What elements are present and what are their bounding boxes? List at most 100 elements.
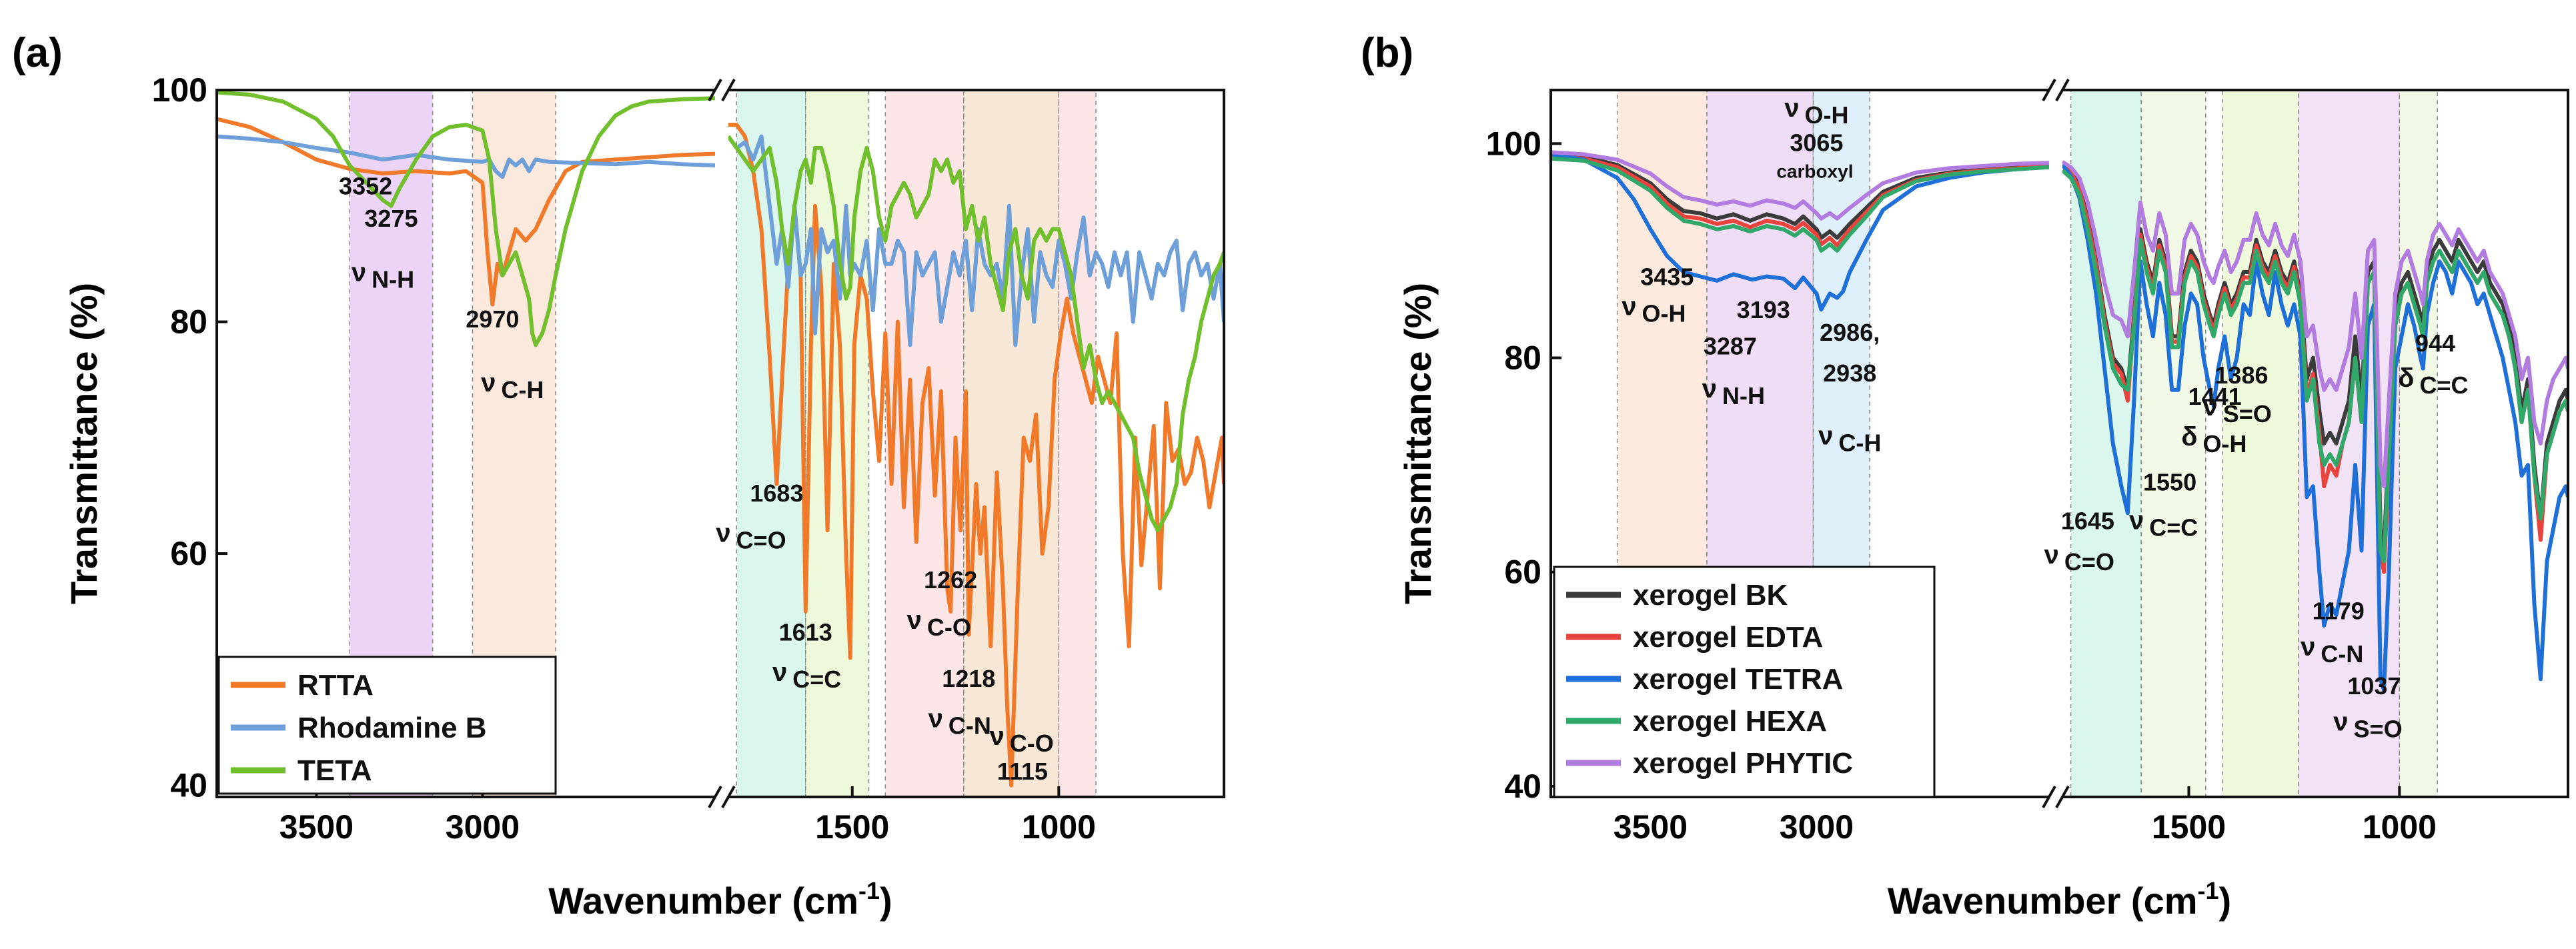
peak-annotation: ν N-H <box>352 258 414 293</box>
assignment-band <box>2222 90 2299 797</box>
peak-annotation: 1386 <box>2214 361 2268 389</box>
axis-break-mark <box>2042 786 2056 808</box>
x-tick-label: 3500 <box>279 808 354 846</box>
y-tick-label: 40 <box>170 767 207 804</box>
legend-label: xerogel PHYTIC <box>1633 747 1853 780</box>
axis-break-mark <box>2055 79 2070 101</box>
x-tick-label: 3000 <box>446 808 520 846</box>
panel-a: 100 80 60 40 3500 3000 1500 1000 Wavenumber (cm-… <box>12 30 1225 922</box>
peak-annotation: ν C=C <box>2129 506 2198 541</box>
series-line-xerogel-bk <box>1551 152 2050 240</box>
peak-annotation: 1683 <box>750 480 803 507</box>
peak-annotation: 3275 <box>364 205 418 232</box>
x-tick-label: 1000 <box>2363 808 2437 846</box>
legend-label: xerogel TETRA <box>1633 663 1843 696</box>
peak-annotation: 1550 <box>2143 469 2196 496</box>
series-line-xerogel-tetra <box>1551 152 2050 312</box>
y-tick-label: 100 <box>152 71 207 109</box>
peak-annotation: ν S=O <box>2333 707 2402 742</box>
peak-annotation: ν C-O <box>907 606 971 641</box>
legend-label: xerogel BK <box>1633 579 1788 612</box>
peak-annotation: 3193 <box>1737 296 1790 323</box>
legend-label: xerogel HEXA <box>1633 705 1827 738</box>
axis-break-gap <box>2049 786 2062 808</box>
peak-annotation: 944 <box>2415 329 2455 357</box>
legend-label: TETA <box>297 754 372 787</box>
peak-annotation: 1262 <box>924 566 977 594</box>
x-tick-label: 3500 <box>1614 808 1688 846</box>
peak-annotation: 1441 <box>2188 383 2242 410</box>
legend-label: Rhodamine B <box>297 712 487 744</box>
legend-label: RTTA <box>297 669 374 702</box>
peak-annotation: carboxyl <box>1776 161 1853 182</box>
legend-label: xerogel EDTA <box>1633 621 1823 654</box>
x-axis-title: Wavenumber (cm-1) <box>548 877 892 922</box>
peak-annotation: ν C=C <box>772 658 841 693</box>
peak-annotation: ν C-H <box>481 368 544 403</box>
y-tick-label: 40 <box>1504 768 1541 805</box>
assignment-band <box>1058 90 1097 797</box>
peak-annotation: 3352 <box>339 172 392 199</box>
axis-break-mark <box>708 786 722 808</box>
x-axis-title: Wavenumber (cm-1) <box>1888 877 2231 922</box>
peak-annotation: 1218 <box>942 665 995 692</box>
peak-annotation: 1645 <box>2061 507 2114 534</box>
peak-annotation: ν N-H <box>1702 374 1765 409</box>
assignment-band <box>884 90 964 797</box>
x-tick-label: 1500 <box>815 808 889 846</box>
peak-annotation: 2938 <box>1823 359 1876 387</box>
peak-annotation: 3287 <box>1704 333 1757 360</box>
plot-frame-left <box>215 89 715 798</box>
y-axis-title: Transmittance (%) <box>63 283 105 604</box>
axis-break-gap <box>715 79 728 101</box>
series-line-xerogel-hexa <box>1551 156 2050 253</box>
y-tick-label: 80 <box>170 303 207 341</box>
peak-annotation: ν C-O <box>989 722 1053 757</box>
peak-annotation: ν S=O <box>2202 392 2271 427</box>
series-line-rhodamine-b <box>217 134 716 179</box>
assignment-band <box>2140 90 2206 797</box>
panel-label: (b) <box>1361 30 1413 76</box>
axis-break-mark <box>2042 79 2056 101</box>
peak-annotation: 2986, <box>1820 319 1880 346</box>
peak-annotation: ν C-N <box>928 704 991 740</box>
plot-frame-right <box>728 89 1225 798</box>
series-line-xerogel-tetra <box>2060 163 2568 692</box>
assignment-band <box>2399 90 2438 797</box>
plot-frame-right <box>2062 89 2569 798</box>
series-line-rtta <box>217 117 716 307</box>
axis-break-mark <box>708 79 722 101</box>
peak-annotation: 1037 <box>2347 672 2401 700</box>
panel-label: (a) <box>12 30 63 76</box>
axis-break-mark <box>721 79 736 101</box>
series-line-teta <box>726 135 1224 533</box>
x-tick-label: 1500 <box>2152 808 2226 846</box>
peak-annotation: ν C-N <box>2301 632 2363 668</box>
peak-annotation: 2970 <box>466 305 519 333</box>
y-tick-label: 60 <box>170 535 207 572</box>
axis-break-mark <box>2055 786 2070 808</box>
peak-annotation: 1115 <box>997 758 1048 785</box>
peak-annotation: ν C-H <box>1818 421 1881 457</box>
x-tick-label: 1000 <box>1022 808 1096 846</box>
peak-annotation: δ C=C <box>2398 363 2468 399</box>
peak-annotation: 1179 <box>2313 597 2365 624</box>
peak-annotation: 3065 <box>1790 129 1843 157</box>
series-line-xerogel-phytic <box>2061 160 2568 489</box>
y-axis-title: Transmittance (%) <box>1397 283 1439 604</box>
axis-break-mark <box>721 786 736 808</box>
x-tick-label: 3000 <box>1780 808 1854 846</box>
legend: RTTA Rhodamine B TETA <box>217 656 557 795</box>
series-line-teta <box>217 90 716 347</box>
peak-annotation: ν C=O <box>716 519 786 554</box>
y-tick-label: 60 <box>1504 554 1541 591</box>
panel-b: 100 80 60 40 3500 3000 1500 1000 Wavenumber (cm-… <box>1361 30 2569 922</box>
peak-annotation: ν O-H <box>1784 93 1848 129</box>
y-tick-label: 100 <box>1486 125 1541 162</box>
legend: xerogel BK xerogel EDTA xerogel TETRA xerog… <box>1553 566 1936 798</box>
axis-break-gap <box>2049 79 2062 101</box>
y-tick-label: 80 <box>1504 339 1541 377</box>
series-line-xerogel-hexa <box>2061 169 2568 564</box>
axis-break-gap <box>715 786 728 808</box>
